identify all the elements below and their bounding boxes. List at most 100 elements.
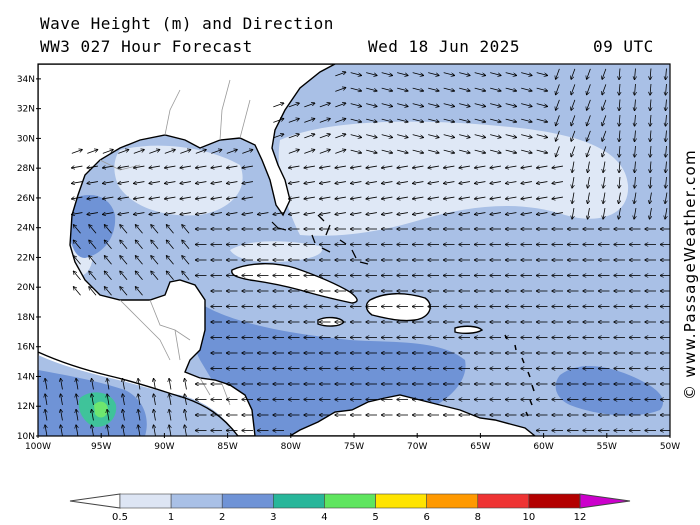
direction-arrow	[366, 72, 377, 76]
direction-arrow	[552, 166, 563, 168]
direction-arrow	[196, 182, 207, 184]
direction-arrow	[165, 182, 176, 184]
direction-arrow	[552, 213, 563, 215]
direction-arrow	[536, 118, 548, 122]
direction-arrow	[366, 134, 377, 138]
direction-arrow	[397, 166, 408, 168]
lat-tick-label: 10N	[17, 432, 35, 442]
forecast-date: Wed 18 Jun 2025	[368, 37, 520, 56]
direction-arrow	[474, 149, 486, 153]
direction-arrow	[107, 410, 109, 421]
direction-arrow	[619, 161, 620, 173]
direction-arrow	[635, 68, 636, 80]
direction-arrow	[182, 225, 190, 234]
forecast-time: 09 UTC	[593, 37, 654, 56]
direction-arrow	[665, 192, 667, 204]
direction-arrow	[92, 379, 94, 390]
direction-arrow	[397, 72, 408, 76]
direction-arrow	[666, 161, 667, 173]
light-wave-zone-straits	[230, 241, 322, 262]
direction-arrow	[505, 87, 517, 91]
direction-arrow	[428, 149, 439, 153]
direction-arrow	[319, 103, 330, 108]
direction-arrow	[87, 150, 97, 154]
direction-arrow	[381, 149, 393, 153]
direction-arrow	[428, 87, 439, 91]
direction-arrow	[211, 166, 222, 168]
direction-arrow	[76, 410, 78, 421]
direction-arrow	[505, 149, 517, 153]
direction-arrow	[474, 118, 486, 122]
direction-arrow	[475, 213, 486, 215]
direction-arrow	[521, 103, 532, 107]
direction-arrow	[166, 225, 174, 234]
pacific-very-high	[94, 401, 108, 418]
direction-arrow	[103, 197, 114, 199]
direction-arrow	[459, 118, 470, 122]
colorbar-segment	[375, 493, 427, 509]
direction-arrow	[366, 197, 377, 199]
direction-arrow	[104, 225, 112, 234]
direction-arrow	[650, 145, 651, 157]
lat-tick-label: 28N	[17, 164, 35, 174]
lon-tick-label: 75W	[344, 442, 364, 452]
light-wave-zone-atlantic	[278, 121, 629, 236]
direction-arrow	[134, 166, 145, 168]
direction-arrow	[556, 146, 560, 156]
direction-arrow	[572, 177, 574, 188]
moderate-wave-zone-atlantic-e	[555, 365, 664, 416]
colorbar-segment	[273, 493, 325, 509]
direction-arrow	[135, 225, 143, 234]
direction-arrow	[428, 72, 439, 76]
direction-arrow	[634, 208, 636, 219]
colorbar-segment	[170, 493, 223, 509]
direction-arrow	[602, 68, 607, 79]
direction-arrow	[227, 197, 238, 199]
direction-arrow	[154, 425, 156, 436]
direction-arrow	[304, 119, 314, 123]
direction-arrow	[619, 114, 620, 126]
direction-arrow	[366, 213, 377, 215]
direction-arrow	[138, 425, 140, 436]
direction-arrow	[666, 99, 667, 111]
direction-arrow	[588, 208, 590, 219]
direction-arrow	[289, 213, 300, 215]
direction-arrow	[635, 145, 636, 157]
direction-arrow	[635, 161, 636, 173]
lon-tick-label: 55W	[597, 442, 617, 452]
direction-arrow	[169, 410, 171, 421]
direction-arrow	[87, 213, 98, 215]
direction-arrow	[135, 240, 143, 249]
direction-arrow	[169, 379, 171, 390]
direction-arrow	[634, 192, 636, 204]
direction-arrow	[242, 182, 253, 184]
direction-arrow	[444, 182, 455, 184]
direction-arrow	[304, 213, 315, 215]
direction-arrow	[154, 379, 156, 390]
colorbar-segment	[528, 493, 581, 509]
direction-arrow	[227, 213, 238, 215]
direction-arrow	[73, 256, 81, 265]
colorbar-label: 12	[574, 512, 587, 523]
direction-arrow	[103, 213, 114, 215]
direction-arrow	[335, 72, 345, 77]
direction-arrow	[103, 166, 114, 168]
latitude-labels: 10N 12N 14N 16N 18N 20N 22N 24N 26N 28N 30N 32N 34N	[17, 75, 41, 442]
direction-arrow	[335, 213, 346, 215]
direction-arrow	[521, 149, 532, 153]
direction-arrow	[536, 103, 548, 107]
direction-arrow	[475, 197, 486, 199]
direction-arrow	[412, 72, 424, 76]
direction-arrow	[444, 166, 455, 168]
direction-arrow	[149, 182, 160, 184]
direction-arrow	[45, 379, 47, 390]
lat-tick-label: 22N	[17, 253, 35, 263]
direction-arrow	[166, 240, 174, 249]
direction-arrow	[650, 83, 651, 95]
direction-arrow	[92, 425, 94, 436]
direction-arrow	[521, 197, 532, 199]
direction-arrow	[635, 114, 636, 126]
direction-arrow	[459, 134, 470, 138]
direction-arrow	[428, 103, 439, 107]
lon-tick-label: 80W	[281, 442, 301, 452]
